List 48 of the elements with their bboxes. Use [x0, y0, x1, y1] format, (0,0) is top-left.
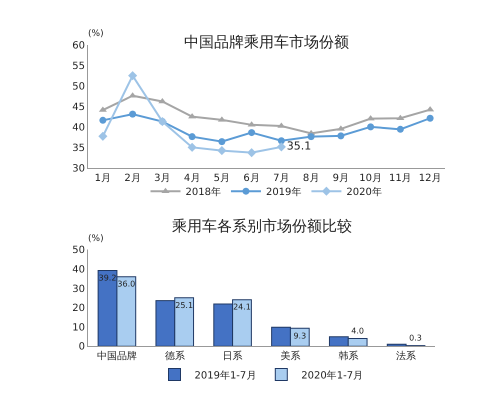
x-tick-label: 12月 [418, 172, 442, 184]
data-label: 36.0 [117, 280, 136, 289]
y-tick-label: 50 [72, 81, 85, 92]
chart-title: 乘用车各系别市场份额比较 [172, 217, 352, 235]
x-tick-label: 中国品牌 [96, 350, 137, 362]
x-tick-label: 法系 [396, 350, 416, 362]
y-axis-title: (%) [88, 234, 104, 244]
x-tick-label: 4月 [184, 172, 200, 184]
data-label: 0.3 [409, 334, 422, 343]
data-label: 24.1 [233, 302, 251, 312]
x-tick-label: 日系 [222, 350, 243, 362]
y-tick-label: 30 [72, 284, 85, 295]
y-tick-label: 30 [72, 163, 85, 174]
y-tick-label: 45 [72, 102, 85, 113]
y-tick-label: 50 [72, 245, 85, 256]
legend-label: 2020年 [346, 186, 382, 198]
data-label: 39.2 [98, 274, 116, 283]
chart-title: 中国品牌乘用车市场份额 [184, 33, 349, 51]
x-tick-label: 美系 [280, 350, 300, 362]
legend-label: 2018年 [186, 186, 221, 198]
y-tick-label: 60 [72, 40, 85, 52]
x-tick-label: 5月 [214, 172, 230, 184]
x-tick-label: 7月 [273, 172, 290, 184]
data-label: 4.0 [351, 326, 364, 336]
x-tick-label: 3月 [154, 172, 171, 184]
y-tick-label: 10 [72, 322, 85, 334]
x-tick-label: 德系 [164, 350, 185, 362]
data-label: 9.3 [293, 331, 306, 340]
legend-label: 2019年1-7月 [194, 369, 256, 382]
x-tick-label: 9月 [332, 172, 350, 184]
x-tick-label: 11月 [389, 172, 412, 184]
y-tick-label: 0 [78, 342, 85, 353]
data-label: 35.1 [286, 140, 312, 153]
x-tick-label: 1月 [94, 172, 112, 184]
legend-label: 2019年 [266, 186, 302, 198]
y-tick-label: 20 [72, 303, 85, 314]
y-tick-label: 55 [72, 60, 85, 72]
x-tick-label: 2月 [124, 172, 141, 184]
x-tick-label: 韩系 [338, 350, 358, 362]
y-tick-label: 40 [72, 122, 85, 134]
y-tick-label: 40 [72, 264, 85, 276]
x-tick-label: 8月 [302, 172, 320, 184]
legend-label: 2020年1-7月 [301, 369, 364, 382]
data-label: 25.1 [175, 300, 194, 310]
y-tick-label: 35 [72, 142, 85, 154]
x-tick-label: 6月 [243, 172, 260, 184]
y-axis-title: (%) [88, 29, 104, 39]
x-tick-label: 10月 [359, 172, 382, 184]
